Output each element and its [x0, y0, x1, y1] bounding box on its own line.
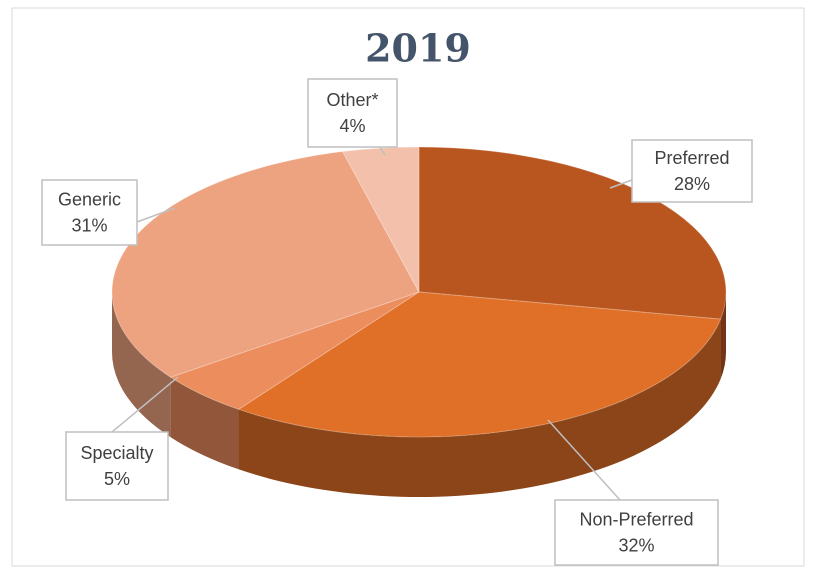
leader-line	[379, 146, 386, 156]
slice-side	[170, 377, 239, 470]
label-box	[307, 78, 398, 148]
category-label: Non-Preferred	[579, 509, 693, 529]
label-box	[554, 499, 719, 566]
chart-title: 2019	[365, 26, 471, 71]
category-label: Generic	[58, 189, 121, 209]
leader-line	[136, 207, 176, 223]
label-box	[41, 179, 138, 246]
leader-line	[547, 419, 621, 501]
leader-line	[609, 179, 633, 189]
value-label: 4%	[339, 116, 365, 136]
category-label: Specialty	[80, 443, 153, 463]
leader-line	[111, 376, 179, 433]
slice-side	[720, 292, 726, 380]
label-box	[65, 431, 169, 501]
value-label: 32%	[618, 535, 654, 555]
slice-side	[112, 292, 171, 438]
label-box	[631, 139, 753, 203]
value-label: 28%	[674, 174, 710, 194]
category-label: Preferred	[654, 148, 729, 168]
value-label: 31%	[71, 215, 107, 235]
pie-slice	[169, 291, 420, 470]
pie-slice	[418, 146, 727, 380]
slice-top	[237, 291, 722, 438]
slice-side	[238, 319, 721, 498]
category-label: Other*	[326, 90, 378, 110]
pie-slice	[237, 291, 722, 498]
slice-top	[169, 291, 420, 410]
value-label: 5%	[104, 469, 130, 489]
